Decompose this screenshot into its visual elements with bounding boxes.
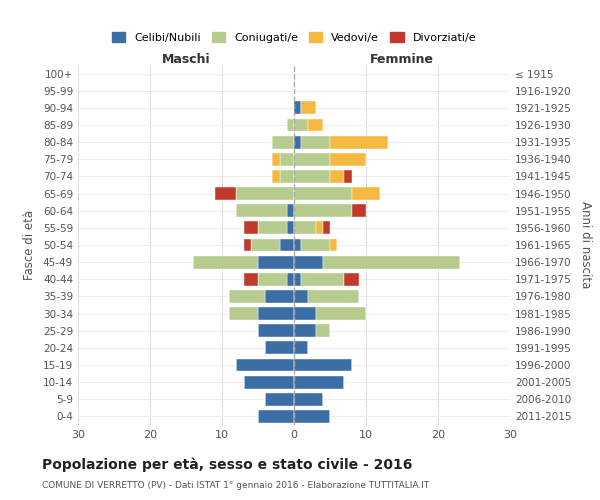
Bar — [294, 358, 352, 372]
Bar — [294, 238, 301, 252]
Bar — [316, 324, 330, 337]
Bar — [316, 222, 323, 234]
Bar — [294, 136, 301, 148]
Bar — [294, 222, 316, 234]
Bar — [330, 238, 337, 252]
Bar — [301, 273, 344, 285]
Bar — [272, 136, 294, 148]
Bar — [352, 204, 366, 217]
Bar — [352, 187, 380, 200]
Legend: Celibi/Nubili, Coniugati/e, Vedovi/e, Divorziati/e: Celibi/Nubili, Coniugati/e, Vedovi/e, Di… — [107, 28, 481, 47]
Bar — [236, 187, 294, 200]
Bar — [301, 102, 316, 114]
Bar — [229, 290, 265, 303]
Bar — [323, 256, 460, 268]
Bar — [330, 153, 366, 166]
Bar — [258, 324, 294, 337]
Bar — [287, 222, 294, 234]
Bar — [265, 342, 294, 354]
Bar — [280, 170, 294, 183]
Bar — [265, 290, 294, 303]
Bar — [215, 187, 236, 200]
Bar — [294, 410, 330, 423]
Bar — [193, 256, 258, 268]
Bar — [294, 153, 330, 166]
Bar — [258, 222, 287, 234]
Bar — [244, 273, 258, 285]
Bar — [229, 307, 258, 320]
Y-axis label: Anni di nascita: Anni di nascita — [578, 202, 592, 288]
Bar — [244, 222, 258, 234]
Bar — [272, 153, 280, 166]
Text: Femmine: Femmine — [370, 53, 434, 66]
Bar — [287, 273, 294, 285]
Bar — [294, 170, 330, 183]
Bar — [308, 118, 323, 132]
Bar — [258, 410, 294, 423]
Bar — [236, 358, 294, 372]
Bar — [344, 273, 359, 285]
Bar — [258, 273, 287, 285]
Bar — [316, 307, 366, 320]
Bar — [330, 170, 344, 183]
Bar — [344, 170, 352, 183]
Bar — [294, 393, 323, 406]
Bar — [294, 342, 308, 354]
Bar — [330, 136, 388, 148]
Text: Popolazione per età, sesso e stato civile - 2016: Popolazione per età, sesso e stato civil… — [42, 458, 412, 472]
Bar — [258, 307, 294, 320]
Bar — [272, 170, 280, 183]
Bar — [308, 290, 359, 303]
Bar — [287, 204, 294, 217]
Bar — [323, 222, 330, 234]
Text: Maschi: Maschi — [161, 53, 211, 66]
Bar — [294, 324, 316, 337]
Bar — [258, 256, 294, 268]
Bar — [265, 393, 294, 406]
Bar — [244, 238, 251, 252]
Bar — [294, 118, 308, 132]
Bar — [251, 238, 280, 252]
Bar — [280, 153, 294, 166]
Bar — [236, 204, 287, 217]
Y-axis label: Fasce di età: Fasce di età — [23, 210, 36, 280]
Bar — [294, 273, 301, 285]
Bar — [301, 238, 330, 252]
Bar — [287, 118, 294, 132]
Bar — [294, 102, 301, 114]
Bar — [244, 376, 294, 388]
Bar — [294, 187, 352, 200]
Bar — [280, 238, 294, 252]
Bar — [294, 376, 344, 388]
Text: COMUNE DI VERRETTO (PV) - Dati ISTAT 1° gennaio 2016 - Elaborazione TUTTITALIA.I: COMUNE DI VERRETTO (PV) - Dati ISTAT 1° … — [42, 481, 429, 490]
Bar — [294, 256, 323, 268]
Bar — [294, 307, 316, 320]
Bar — [301, 136, 330, 148]
Bar — [294, 290, 308, 303]
Bar — [294, 204, 352, 217]
